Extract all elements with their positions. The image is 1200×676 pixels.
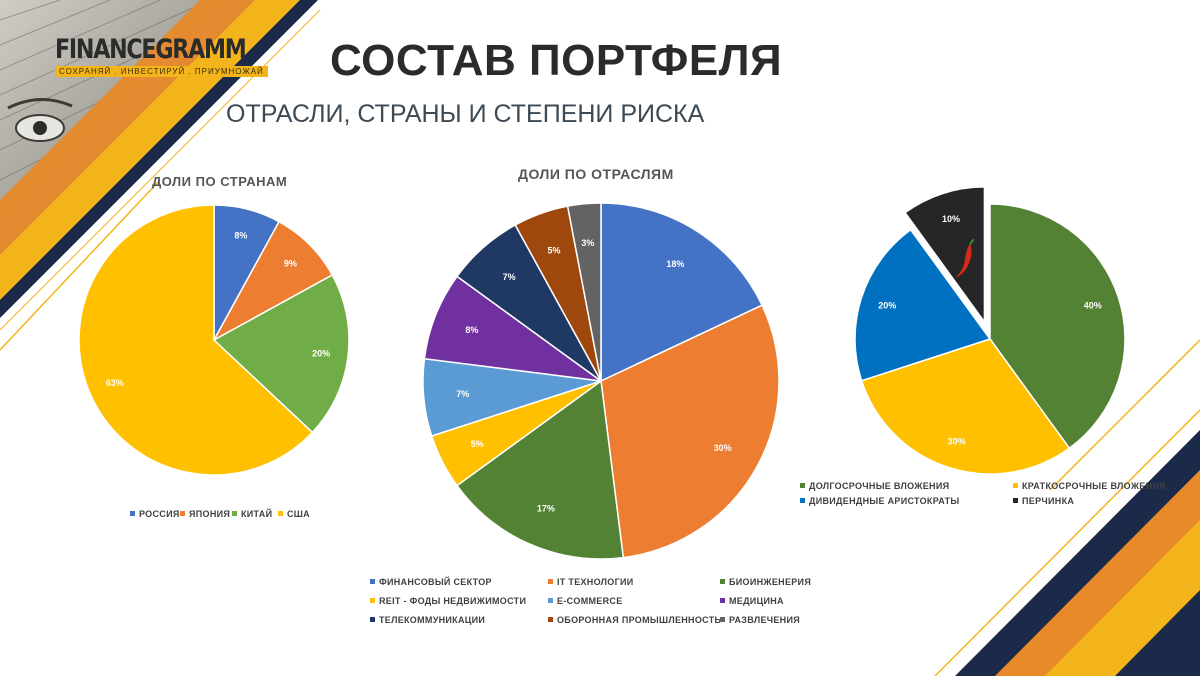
pie-0: 8% 9% 20% 63% (78, 204, 350, 476)
data-label-телекоммуникации: 7% (503, 272, 516, 282)
pie-slice-биоинженерия (455, 379, 625, 560)
legend-swatch (548, 598, 553, 604)
pie-slice-it-технологии (600, 304, 780, 559)
data-label-reit-фоды-недвижимости: 5% (471, 439, 484, 449)
page-title: СОСТАВ ПОРТФЕЛЯ (330, 36, 783, 85)
data-label-it-технологии: 30% (714, 443, 732, 453)
legend-item-краткосрочные-вложения: КРАТКОСРОЧНЫЕ ВЛОЖЕНИЯ (1013, 481, 1166, 491)
data-label-сша: 63% (106, 378, 124, 388)
pie-1: 18% 30% 17% 5% 7% 8% 7% 5% 3% (422, 202, 780, 560)
legend-swatch (800, 483, 805, 489)
legend-item-долгосрочные-вложения: ДОЛГОСРОЧНЫЕ ВЛОЖЕНИЯ (800, 481, 949, 491)
pie-slice-долгосрочные-вложения (989, 203, 1126, 450)
legend-swatch (720, 579, 725, 585)
chili-pepper-icon (955, 238, 975, 278)
pie-slice-дивидендные-аристократы (854, 228, 992, 382)
brand-logo: FINANCEGRAMM СОХРАНЯЙ . ИНВЕСТИРУЙ . ПРИ… (55, 34, 287, 77)
legend-item-дивидендные-аристократы: ДИВИДЕНДНЫЕ АРИСТОКРАТЫ (800, 496, 959, 506)
legend-swatch (1013, 483, 1018, 489)
legend-item-перчинка: ПЕРЧИНКА (1013, 496, 1074, 506)
legend-item-it-технологии: IT ТЕХНОЛОГИИ (548, 577, 634, 587)
legend-label: ОБОРОННАЯ ПРОМЫШЛЕННОСТЬ (557, 615, 722, 625)
legend-swatch (548, 579, 553, 585)
data-label-краткосрочные-вложения: 30% (948, 437, 966, 447)
legend-swatch (800, 498, 805, 504)
legend-item-медицина: МЕДИЦИНА (720, 596, 784, 606)
data-label-россия: 8% (234, 230, 247, 240)
legend-item-reit-фоды-недвижимости: REIT - ФОДЫ НЕДВИЖИМОСТИ (370, 596, 526, 606)
data-label-e-commerce: 7% (456, 389, 469, 399)
pie-slice-медицина (423, 275, 602, 382)
legend-label: ЯПОНИЯ (189, 509, 231, 519)
data-label-китай: 20% (312, 349, 330, 359)
data-label-биоинженерия: 17% (537, 503, 555, 513)
legend-swatch (370, 598, 375, 604)
legend-swatch (232, 511, 237, 517)
legend-swatch (278, 511, 283, 517)
brand-name: FINANCEGRAMM (55, 34, 247, 65)
legend-label: США (287, 509, 310, 519)
pie-2: 40% 30% 20% 10% (854, 186, 1126, 475)
legend-swatch (548, 617, 553, 623)
data-label-финансовый-сектор: 18% (666, 259, 684, 269)
legend-label: КРАТКОСРОЧНЫЕ ВЛОЖЕНИЯ (1022, 481, 1166, 491)
legend-label: ТЕЛЕКОММУНИКАЦИИ (379, 615, 486, 625)
legend-item-сша: США (278, 509, 310, 519)
pie-slice-краткосрочные-вложения (860, 338, 1071, 475)
legend-label: БИОИНЖЕНЕРИЯ (729, 577, 812, 587)
pie-slice-сша (78, 204, 314, 476)
brand-tagline: СОХРАНЯЙ . ИНВЕСТИРУЙ . ПРИУМНОЖАЙ (55, 66, 268, 77)
legend-label: REIT - ФОДЫ НЕДВИЖИМОСТИ (379, 596, 527, 606)
legend-item-развлечения: РАЗВЛЕЧЕНИЯ (720, 615, 800, 625)
data-label-долгосрочные-вложения: 40% (1084, 301, 1102, 311)
legend-item-китай: КИТАЙ (232, 509, 272, 519)
legend-item-биоинженерия: БИОИНЖЕНЕРИЯ (720, 577, 811, 587)
data-label-оборонная-промышленность: 5% (547, 245, 560, 255)
legend-swatch (130, 511, 135, 517)
legend-swatch (720, 617, 725, 623)
chart-title-industries: ДОЛИ ПО ОТРАСЛЯМ (518, 166, 674, 182)
pie-slice-развлечения (566, 202, 602, 382)
page-subtitle: ОТРАСЛИ, СТРАНЫ И СТЕПЕНИ РИСКА (226, 100, 705, 128)
legend-item-финансовый-сектор: ФИНАНСОВЫЙ СЕКТОР (370, 577, 492, 587)
legend-item-япония: ЯПОНИЯ (180, 509, 230, 519)
legend-label: РОССИЯ (139, 509, 180, 519)
legend-label: КИТАЙ (241, 509, 273, 519)
legend-label: ФИНАНСОВЫЙ СЕКТОР (379, 577, 492, 587)
pie-slice-финансовый-сектор (600, 202, 764, 383)
legend-item-оборонная-промышленность: ОБОРОННАЯ ПРОМЫШЛЕННОСТЬ (548, 615, 721, 625)
data-label-развлечения: 3% (581, 238, 594, 248)
legend-label: ДОЛГОСРОЧНЫЕ ВЛОЖЕНИЯ (809, 481, 950, 491)
data-label-япония: 9% (284, 259, 297, 269)
legend-label: ПЕРЧИНКА (1022, 496, 1075, 506)
legend-swatch (720, 598, 725, 604)
legend-label: МЕДИЦИНА (729, 596, 784, 606)
chart-title-countries: ДОЛИ ПО СТРАНАМ (152, 174, 288, 189)
data-label-медицина: 8% (465, 325, 478, 335)
data-label-перчинка: 10% (942, 214, 960, 224)
legend-item-телекоммуникации: ТЕЛЕКОММУНИКАЦИИ (370, 615, 485, 625)
legend-swatch (180, 511, 185, 517)
data-label-дивидендные-аристократы: 20% (878, 301, 896, 311)
pie-slice-китай (212, 273, 350, 434)
pie-slice-перчинка (904, 186, 986, 325)
legend-swatch (370, 617, 375, 623)
legend-label: IT ТЕХНОЛОГИИ (557, 577, 634, 587)
legend-item-россия: РОССИЯ (130, 509, 180, 519)
legend-label: ДИВИДЕНДНЫЕ АРИСТОКРАТЫ (809, 496, 960, 506)
legend-label: E-COMMERCE (557, 596, 623, 606)
legend-item-e-commerce: E-COMMERCE (548, 596, 623, 606)
legend-swatch (370, 579, 375, 585)
legend-label: РАЗВЛЕЧЕНИЯ (729, 615, 801, 625)
legend-swatch (1013, 498, 1018, 504)
